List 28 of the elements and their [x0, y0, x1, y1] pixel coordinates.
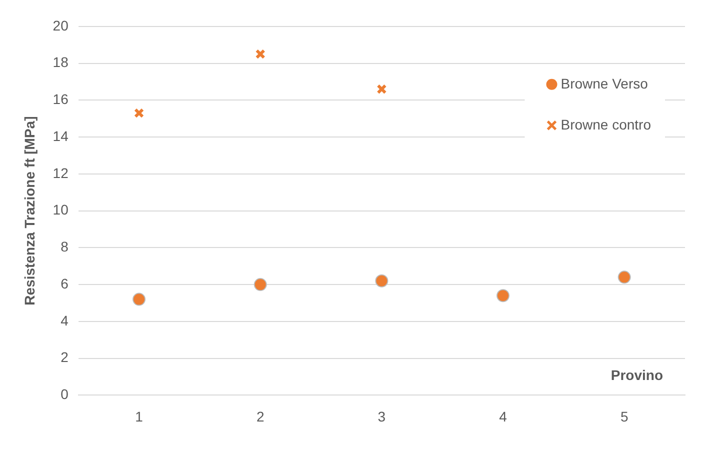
x-tick-label: 5: [620, 408, 628, 424]
point: [376, 84, 387, 94]
point: [375, 274, 388, 288]
x-tick-label: 1: [135, 408, 144, 424]
y-tick-label: 6: [60, 275, 69, 292]
point: [255, 49, 266, 60]
x-tick-label: 4: [499, 408, 508, 424]
y-tick-label: 0: [60, 386, 69, 402]
x-axis-title: Provino: [610, 367, 663, 384]
y-tick-label: 14: [52, 128, 69, 144]
point: [134, 108, 144, 118]
legend-label: Browne contro: [560, 116, 652, 132]
y-tick-label: 8: [60, 238, 69, 255]
y-tick-label: 20: [52, 17, 69, 34]
point: [254, 278, 267, 292]
y-axis-title: Resistenza Trazione ft [MPa]: [21, 116, 38, 306]
point: [132, 292, 146, 306]
y-tick-label: 4: [60, 312, 69, 328]
point: [496, 289, 510, 302]
point: [618, 270, 631, 284]
y-tick-label: 2: [60, 349, 69, 366]
x-tick-label: 3: [378, 408, 386, 424]
x-tick-label: 2: [256, 408, 264, 424]
y-tick-label: 18: [52, 54, 69, 70]
y-tick-label: 16: [52, 91, 69, 108]
legend-label: Browne Verso: [560, 75, 648, 92]
y-tick-label: 12: [52, 164, 69, 181]
y-tick-label: 10: [52, 202, 69, 218]
